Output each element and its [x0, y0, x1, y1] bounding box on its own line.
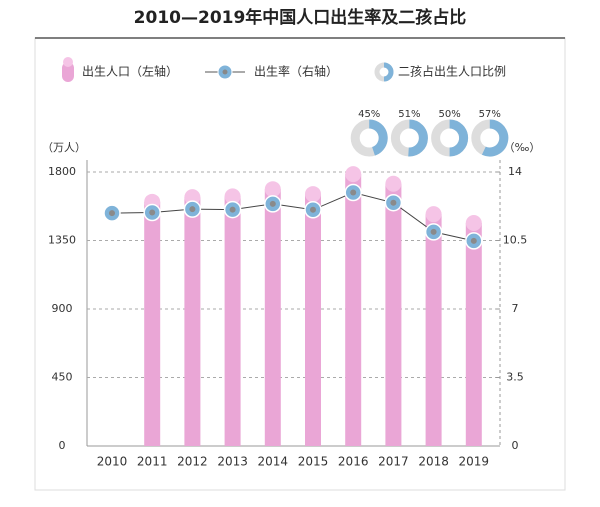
legend-donut-arc [383, 62, 394, 82]
y2-tick-label: 14 [508, 165, 522, 178]
x-tick-label: 2016 [338, 455, 369, 469]
rate-dot-center [390, 199, 397, 206]
y2-unit: （‰） [504, 141, 541, 154]
bar [465, 222, 482, 446]
bar-cap [224, 188, 241, 205]
rate-dot-center [109, 210, 115, 217]
legend-bar-icon [62, 62, 74, 82]
bar [184, 197, 201, 446]
rate-dot-center [269, 200, 276, 207]
bar [345, 174, 362, 446]
bar [385, 183, 402, 446]
bar-cap [345, 166, 362, 183]
donut-label: 50% [438, 109, 460, 120]
x-tick-label: 2013 [217, 455, 248, 469]
donut-arc [481, 119, 509, 157]
x-tick-label: 2014 [258, 455, 289, 469]
chart-title: 2010—2019年中国人口出生率及二孩占比 [134, 7, 467, 28]
rate-line [111, 192, 474, 242]
y-tick-label: 450 [52, 371, 73, 384]
rate-dot-center [189, 206, 196, 213]
y-tick-label: 1800 [48, 165, 76, 178]
legend-label: 二孩占出生人口比例 [398, 64, 506, 79]
rate-dot-center [430, 228, 437, 235]
frame [34, 37, 566, 491]
rate-dot-center [310, 206, 316, 213]
donut-arc [449, 119, 469, 157]
x-tick-label: 2017 [378, 455, 409, 469]
y2-tick-label: 0 [512, 439, 519, 452]
legend-dot-center [222, 69, 228, 75]
bar-cap [184, 189, 201, 206]
y-tick-label: 1350 [48, 234, 76, 247]
x-tick-label: 2010 [97, 455, 128, 469]
x-tick-label: 2018 [418, 455, 449, 469]
y2-tick-label: 3.5 [506, 371, 524, 384]
rate-dot-center [470, 237, 477, 244]
legend-bar-icon-top [63, 57, 73, 67]
donut-label: 51% [398, 109, 420, 120]
bar [264, 189, 281, 446]
bar [144, 201, 161, 446]
bar-cap [385, 175, 402, 192]
bar-cap [305, 186, 321, 203]
rate-dot-center [350, 189, 357, 196]
legend-label: 出生人口（左轴） [82, 64, 178, 79]
y-unit: （万人） [42, 141, 86, 154]
bar-cap [425, 206, 442, 223]
bar-cap [465, 214, 482, 231]
y-tick-label: 0 [59, 439, 66, 452]
y-tick-label: 900 [52, 302, 73, 315]
x-tick-label: 2015 [298, 455, 329, 469]
donut-label: 45% [358, 109, 380, 120]
bar [224, 196, 241, 446]
donut-label: 57% [479, 109, 501, 120]
bar-cap [264, 181, 281, 198]
x-tick-label: 2012 [177, 455, 208, 469]
rate-dot-center [149, 209, 156, 216]
rate-dot-center [229, 206, 236, 213]
donut-arc [368, 119, 388, 156]
bar [425, 214, 442, 446]
x-tick-label: 2019 [459, 455, 490, 469]
legend-label: 出生率（右轴） [254, 64, 338, 79]
bar [305, 194, 321, 446]
donut-arc [408, 119, 428, 157]
y2-tick-label: 7 [512, 302, 519, 315]
x-tick-label: 2011 [137, 455, 168, 469]
y2-tick-label: 10.5 [503, 234, 528, 247]
